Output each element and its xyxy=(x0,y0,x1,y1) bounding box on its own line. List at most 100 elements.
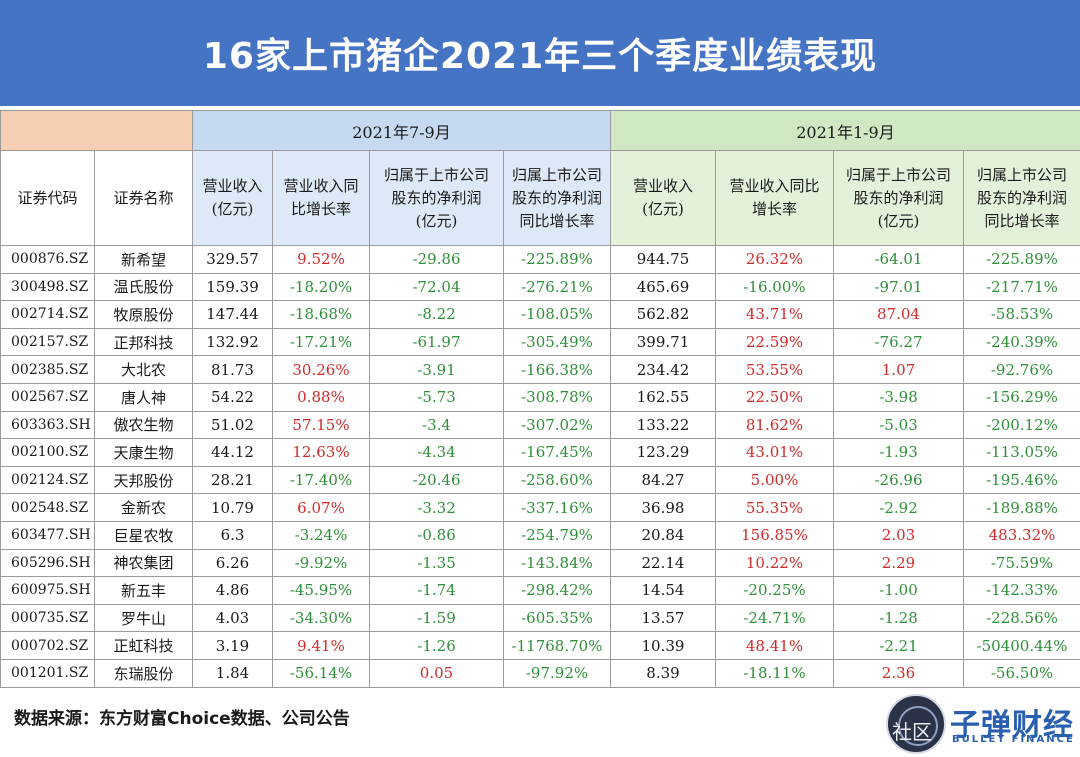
table-cell: -97.92% xyxy=(503,658,611,688)
table-row: 002157.SZ 正邦科技 132.92 -17.21% -61.97 -305.49%… xyxy=(0,327,1080,357)
table-cell: 48.41% xyxy=(715,631,834,660)
table-cell: 002100.SZ xyxy=(0,438,95,467)
table-cell: 1.07 xyxy=(833,355,964,384)
table-cell: -20.25% xyxy=(715,576,834,605)
table-cell: 22.14 xyxy=(610,548,716,578)
table-cell: -18.20% xyxy=(272,272,370,302)
table-cell: -18.68% xyxy=(272,300,370,329)
table-cell: 54.22 xyxy=(192,382,273,412)
column-header-a-3: 归属上市公司 股东的净利润 同比增长率 xyxy=(503,150,611,246)
table-cell: -1.93 xyxy=(833,438,964,467)
table-cell: 81.62% xyxy=(715,410,834,440)
table-cell: 156.85% xyxy=(715,520,834,550)
table-cell: 6.26 xyxy=(192,548,273,578)
table-cell: -4.34 xyxy=(369,438,504,467)
table-cell: -97.01 xyxy=(833,272,964,302)
table-row: 002385.SZ 大北农 81.73 30.26% -3.91 -166.38% 234.… xyxy=(0,355,1080,384)
table-cell: -58.53% xyxy=(963,300,1080,329)
table-cell: 002548.SZ xyxy=(0,493,95,522)
table-cell: -20.46 xyxy=(369,465,504,495)
table-cell: 000702.SZ xyxy=(0,631,95,660)
table-cell: -156.29% xyxy=(963,382,1080,412)
table-cell: -1.59 xyxy=(369,603,504,633)
table-cell: 唐人神 xyxy=(94,382,193,412)
table-cell: 8.39 xyxy=(610,658,716,688)
table-cell: -200.12% xyxy=(963,410,1080,440)
table-cell: -24.71% xyxy=(715,603,834,633)
table-cell: -2.21 xyxy=(833,631,964,660)
table-cell: -143.84% xyxy=(503,548,611,578)
table-cell: 002124.SZ xyxy=(0,465,95,495)
table-cell: -56.14% xyxy=(272,658,370,688)
table-cell: 44.12 xyxy=(192,438,273,467)
table-cell: -92.76% xyxy=(963,355,1080,384)
page-title: 16家上市猪企2021年三个季度业绩表现 xyxy=(0,0,1080,106)
table-cell: -195.46% xyxy=(963,465,1080,495)
table-row: 002100.SZ 天康生物 44.12 12.63% -4.34 -167.45% 123… xyxy=(0,438,1080,467)
table-cell: -17.21% xyxy=(272,327,370,357)
table-row: 002567.SZ 唐人神 54.22 0.88% -5.73 -308.78% 162.5… xyxy=(0,382,1080,412)
table-row: 603477.SH 巨星农牧 6.3 -3.24% -0.86 -254.79% 20.84… xyxy=(0,520,1080,550)
table-cell: 大北农 xyxy=(94,355,193,384)
table-cell: 13.57 xyxy=(610,603,716,633)
table-cell: -142.33% xyxy=(963,576,1080,605)
table-cell: -8.22 xyxy=(369,300,504,329)
table-row: 605296.SH 神农集团 6.26 -9.92% -1.35 -143.84% 22.1… xyxy=(0,548,1080,578)
table-cell: 正虹科技 xyxy=(94,631,193,660)
table-cell: -50400.44% xyxy=(963,631,1080,660)
table-cell: 002157.SZ xyxy=(0,327,95,357)
table-cell: 2.03 xyxy=(833,520,964,550)
table-cell: -11768.70% xyxy=(503,631,611,660)
table-cell: -61.97 xyxy=(369,327,504,357)
table-cell: -9.92% xyxy=(272,548,370,578)
table-cell: -3.98 xyxy=(833,382,964,412)
table-cell: 温氏股份 xyxy=(94,272,193,302)
table-cell: 55.35% xyxy=(715,493,834,522)
table-cell: 新希望 xyxy=(94,245,193,274)
table-cell: 562.82 xyxy=(610,300,716,329)
table-cell: 43.71% xyxy=(715,300,834,329)
table-cell: -1.26 xyxy=(369,631,504,660)
column-header-code: 证券代码 xyxy=(0,150,95,246)
table-cell: 傲农生物 xyxy=(94,410,193,440)
table-cell: 000735.SZ xyxy=(0,603,95,633)
data-source-note: 数据来源：东方财富Choice数据、公司公告 xyxy=(14,709,350,729)
table-cell: 001201.SZ xyxy=(0,658,95,688)
table-row: 000702.SZ 正虹科技 3.19 9.41% -1.26 -11768.70% 10.… xyxy=(0,631,1080,660)
table-cell: 9.41% xyxy=(272,631,370,660)
table-cell: 329.57 xyxy=(192,245,273,274)
table-cell: 20.84 xyxy=(610,520,716,550)
table-cell: 399.71 xyxy=(610,327,716,357)
table-cell: 金新农 xyxy=(94,493,193,522)
table-cell: -16.00% xyxy=(715,272,834,302)
table-cell: 14.54 xyxy=(610,576,716,605)
table-cell: 603477.SH xyxy=(0,520,95,550)
table-cell: -166.38% xyxy=(503,355,611,384)
table-cell: -18.11% xyxy=(715,658,834,688)
table-cell: -45.95% xyxy=(272,576,370,605)
table-cell: -108.05% xyxy=(503,300,611,329)
table-cell: 22.50% xyxy=(715,382,834,412)
table-cell: -305.49% xyxy=(503,327,611,357)
table-cell: 10.79 xyxy=(192,493,273,522)
table-cell: 神农集团 xyxy=(94,548,193,578)
table-cell: 600975.SH xyxy=(0,576,95,605)
table-cell: 133.22 xyxy=(610,410,716,440)
table-cell: 2.36 xyxy=(833,658,964,688)
table-cell: 944.75 xyxy=(610,245,716,274)
table-cell: 159.39 xyxy=(192,272,273,302)
table-cell: -1.35 xyxy=(369,548,504,578)
table-cell: 162.55 xyxy=(610,382,716,412)
table-cell: 603363.SH xyxy=(0,410,95,440)
table-cell: -605.35% xyxy=(503,603,611,633)
table-cell: -56.50% xyxy=(963,658,1080,688)
table-cell: 84.27 xyxy=(610,465,716,495)
column-header-b-2: 归属于上市公司 股东的净利润 (亿元) xyxy=(833,150,964,246)
table-cell: 002567.SZ xyxy=(0,382,95,412)
table-cell: 43.01% xyxy=(715,438,834,467)
table-cell: 4.86 xyxy=(192,576,273,605)
table-cell: -240.39% xyxy=(963,327,1080,357)
column-header-name: 证券名称 xyxy=(94,150,193,246)
table-cell: -228.56% xyxy=(963,603,1080,633)
table-cell: -3.32 xyxy=(369,493,504,522)
